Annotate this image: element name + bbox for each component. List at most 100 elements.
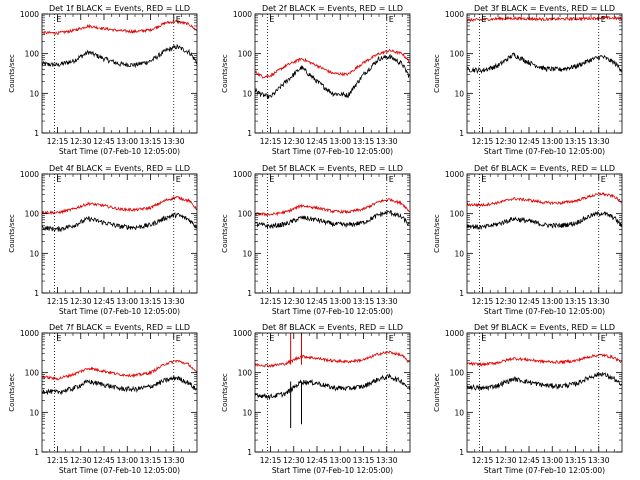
lld-series-line [41,19,197,36]
events-series-line [466,52,622,75]
x-tick-label: 12:15 [472,137,494,146]
x-tick-label: 12:15 [472,456,494,465]
panel-det-7: Det 7f BLACK = Events, RED = LLD E E 1 10 100… [8,323,198,475]
events-series-line [466,371,622,392]
panel-det-2: Det 2f BLACK = Events, RED = LLD E E 1 10 100… [221,4,411,156]
x-tick-label: 13:30 [376,456,398,465]
x-tick-label: 13:30 [588,297,610,306]
x-tick-label: 13:00 [541,456,563,465]
event-marker-label: E [269,334,274,343]
x-tick-label: 13:30 [163,137,185,146]
panel-det-6: Det 6f BLACK = Events, RED = LLD E E 1 10 100… [433,164,623,316]
x-tick-label: 13:15 [140,297,162,306]
lld-series-line [41,359,197,381]
x-tick-label: 13:00 [329,137,351,146]
y-tick-label: 100 [238,50,253,59]
events-series-line [41,374,197,396]
panel-title: Det 4f BLACK = Events, RED = LLD [49,164,190,173]
event-marker-label: E [481,334,486,343]
x-tick-label: 12:45 [518,297,540,306]
x-axis-label: Start Time (07-Feb-10 12:05:00) [484,147,605,156]
y-tick-label: 1 [247,129,252,138]
x-tick-label: 13:30 [588,137,610,146]
y-tick-label: 100 [238,210,253,219]
x-tick-label: 13:00 [541,297,563,306]
event-marker-label: E [176,334,181,343]
y-tick-label: 100 [238,369,253,378]
x-tick-label: 12:30 [495,137,517,146]
events-series-line [254,53,410,99]
x-tick-label: 12:45 [93,456,115,465]
x-axis-label: Start Time (07-Feb-10 12:05:00) [484,307,605,316]
event-marker-label: E [601,15,606,24]
y-tick-label: 1000 [233,170,252,179]
x-tick-label: 13:15 [565,137,587,146]
y-tick-label: 10 [29,89,39,98]
x-tick-label: 13:15 [353,456,375,465]
panel-det-3: Det 3f BLACK = Events, RED = LLD E E 1 10 100… [433,4,623,156]
y-axis-label: Counts/sec [433,54,441,93]
x-tick-label: 12:45 [306,456,328,465]
event-marker-label: E [481,15,486,24]
x-axis-label: Start Time (07-Feb-10 12:05:00) [59,147,180,156]
plot-frame [466,332,623,453]
x-tick-label: 13:00 [541,137,563,146]
y-tick-label: 1 [247,448,252,457]
event-marker-label: E [176,15,181,24]
event-marker-label: E [56,175,61,184]
events-series-line [41,43,197,69]
event-marker-label: E [601,175,606,184]
panel-title: Det 2f BLACK = Events, RED = LLD [262,4,403,13]
y-tick-label: 1000 [445,170,464,179]
x-tick-label: 12:45 [518,137,540,146]
y-tick-label: 100 [25,210,40,219]
y-tick-label: 10 [454,249,464,258]
panel-title: Det 7f BLACK = Events, RED = LLD [49,323,190,332]
x-tick-label: 12:15 [260,297,282,306]
x-tick-label: 13:30 [588,456,610,465]
x-tick-label: 13:15 [140,456,162,465]
x-axis-label: Start Time (07-Feb-10 12:05:00) [59,466,180,475]
x-axis-label: Start Time (07-Feb-10 12:05:00) [59,307,180,316]
lld-series-line [254,198,410,217]
events-series-line [41,211,197,233]
x-axis-label: Start Time (07-Feb-10 12:05:00) [272,466,393,475]
panel-title: Det 3f BLACK = Events, RED = LLD [474,4,615,13]
y-tick-label: 1000 [233,10,252,19]
panel-title: Det 6f BLACK = Events, RED = LLD [474,164,615,173]
event-marker-label: E [56,15,61,24]
y-tick-label: 10 [29,249,39,258]
x-tick-label: 12:45 [306,137,328,146]
plot-frame [466,173,623,294]
panel-title: Det 8f BLACK = Events, RED = LLD [262,323,403,332]
x-tick-label: 13:30 [376,137,398,146]
y-tick-label: 100 [25,50,40,59]
x-tick-label: 12:30 [495,456,517,465]
y-tick-label: 10 [29,408,39,417]
event-marker-label: E [389,334,394,343]
x-tick-label: 13:15 [565,297,587,306]
y-axis-label: Counts/sec [433,214,441,253]
events-series-line [254,210,410,230]
x-tick-label: 12:30 [495,297,517,306]
lld-series-line [466,191,622,208]
event-marker-label: E [389,15,394,24]
y-tick-label: 1 [459,129,464,138]
y-tick-label: 1 [459,448,464,457]
y-tick-label: 1 [34,129,39,138]
x-tick-label: 12:15 [472,297,494,306]
x-tick-label: 13:00 [116,137,138,146]
x-tick-label: 12:15 [47,456,69,465]
y-tick-label: 10 [242,249,252,258]
x-axis-label: Start Time (07-Feb-10 12:05:00) [272,147,393,156]
plot-frame [41,173,198,294]
x-tick-label: 12:15 [47,297,69,306]
x-tick-label: 12:30 [70,137,92,146]
panel-det-9: Det 9f BLACK = Events, RED = LLD E E 1 10 100… [433,323,623,475]
x-tick-label: 12:15 [260,137,282,146]
x-tick-label: 12:30 [70,297,92,306]
events-series-line [254,373,410,401]
x-tick-label: 13:00 [116,456,138,465]
x-tick-label: 12:30 [283,456,305,465]
panel-det-4: Det 4f BLACK = Events, RED = LLD E E 1 10 100… [8,164,198,316]
